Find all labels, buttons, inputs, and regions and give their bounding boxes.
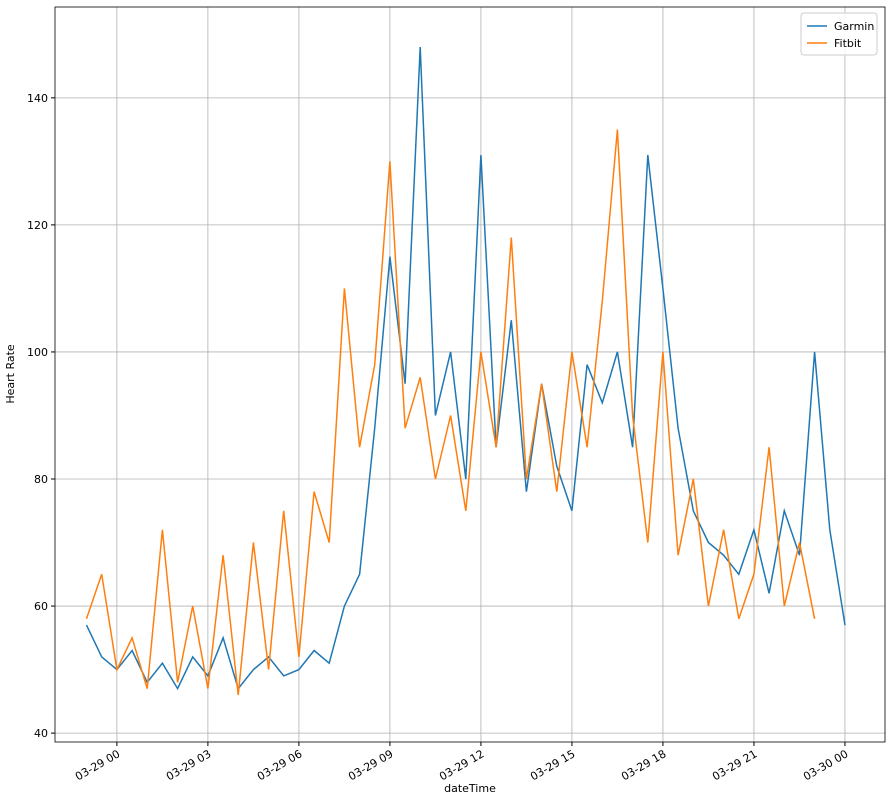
x-tick-label: 03-29 00 (73, 747, 122, 783)
line-series (85, 46, 846, 691)
x-tick-label: 03-29 21 (710, 747, 759, 783)
x-tick-label: 03-30 00 (801, 747, 850, 783)
x-tick-label: 03-29 03 (164, 747, 213, 783)
line-series (85, 129, 816, 696)
x-tick-label: 03-29 09 (346, 747, 395, 783)
x-tick-label: 03-29 15 (528, 747, 577, 783)
x-tick-label: 03-29 06 (255, 747, 304, 783)
y-tick-label: 80 (34, 473, 48, 486)
y-tick-label: 60 (34, 600, 48, 613)
legend-box (800, 12, 878, 56)
y-tick-label: 100 (27, 346, 48, 359)
x-tick-label: 03-29 18 (619, 747, 668, 783)
y-tick-label: 140 (27, 92, 48, 105)
plot-frame (54, 6, 886, 743)
y-tick-label: 40 (34, 727, 48, 740)
y-axis-label: Heart Rate (4, 344, 17, 404)
legend-label: Garmin (834, 20, 874, 33)
x-axis-label: dateTime (444, 782, 496, 795)
x-tick-label: 03-29 12 (437, 747, 486, 783)
legend: Garmin Fitbit (800, 12, 878, 56)
legend-label: Fitbit (834, 37, 862, 50)
y-tick-label: 120 (27, 219, 48, 232)
